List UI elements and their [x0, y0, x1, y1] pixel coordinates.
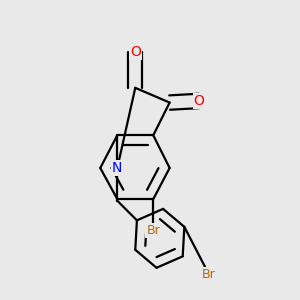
Text: N: N — [112, 161, 122, 175]
Text: O: O — [130, 45, 141, 59]
Text: Br: Br — [202, 268, 216, 281]
Text: O: O — [194, 94, 205, 108]
Text: Br: Br — [146, 224, 160, 237]
